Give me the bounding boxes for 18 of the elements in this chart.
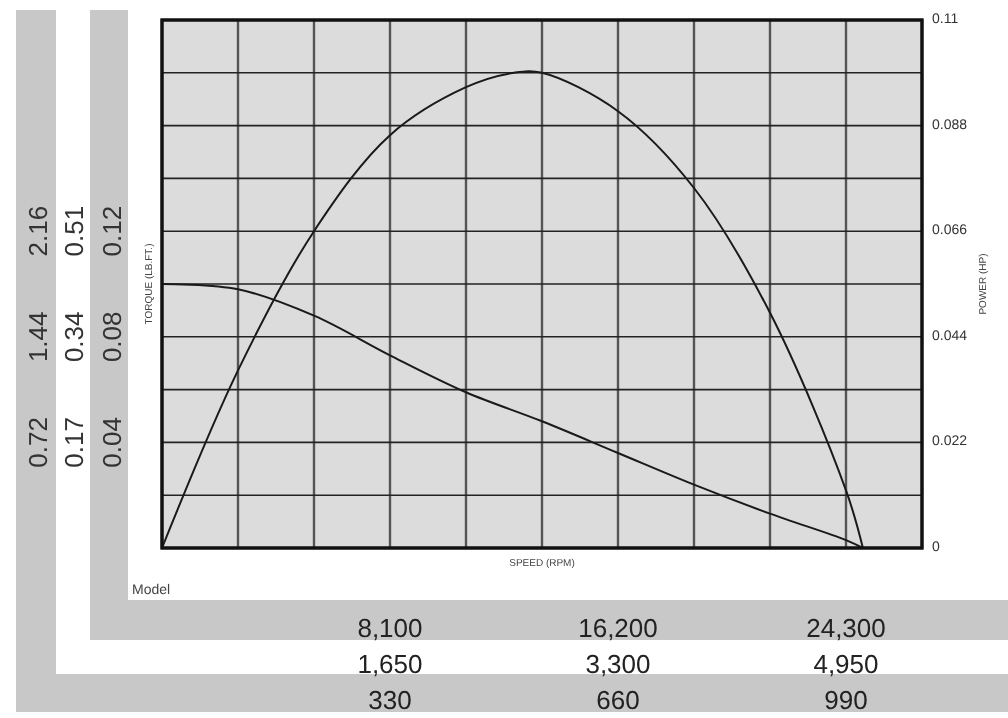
y3-tick-label: 0.17 <box>59 417 89 468</box>
x2-tick-label: 3,300 <box>585 649 651 679</box>
x2-tick-label: 4,950 <box>813 649 879 679</box>
x-tick-label: 330 <box>368 685 412 715</box>
x-tick-label: 8,100 <box>357 613 423 643</box>
y-tick-label: 2.16 <box>23 205 53 257</box>
y3-tick-label: 0.34 <box>59 311 89 363</box>
x2-tick-label: 1,650 <box>357 649 423 679</box>
x-tick-label: 990 <box>824 685 868 715</box>
y-tick-label: 0.12 <box>97 205 127 257</box>
y-tick-label: 0.08 <box>97 311 127 363</box>
x-tick-label: 24,300 <box>806 613 886 643</box>
y3-tick-label: 0.51 <box>59 205 89 257</box>
x-tick-label: 660 <box>596 685 640 715</box>
y-tick-label: 0.04 <box>97 417 127 468</box>
y-tick-label: 0.72 <box>23 417 53 468</box>
x-tick-label: 16,200 <box>578 613 658 643</box>
y-tick-label: 1.44 <box>23 311 53 363</box>
